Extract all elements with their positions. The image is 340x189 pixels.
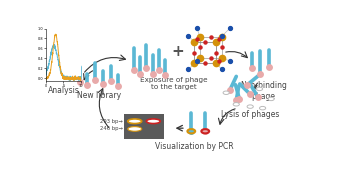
Ellipse shape [223, 91, 229, 94]
Ellipse shape [268, 97, 274, 101]
FancyBboxPatch shape [124, 114, 164, 139]
Ellipse shape [128, 119, 142, 124]
Text: Analysis: Analysis [48, 86, 80, 95]
Text: Visualization by PCR: Visualization by PCR [155, 142, 234, 151]
Ellipse shape [146, 119, 160, 124]
Ellipse shape [128, 127, 142, 131]
Text: 293 bp→: 293 bp→ [100, 119, 123, 124]
Ellipse shape [259, 106, 266, 110]
Ellipse shape [256, 87, 262, 91]
Text: 246 bp→: 246 bp→ [100, 126, 123, 131]
Text: Lysis of phages: Lysis of phages [221, 110, 279, 119]
Text: Non-binding
phage: Non-binding phage [240, 81, 287, 101]
Ellipse shape [233, 103, 239, 106]
Text: +: + [171, 44, 184, 59]
Ellipse shape [247, 105, 253, 108]
Text: Exposure of phage
to the target: Exposure of phage to the target [140, 77, 208, 90]
Text: New library: New library [77, 91, 121, 100]
